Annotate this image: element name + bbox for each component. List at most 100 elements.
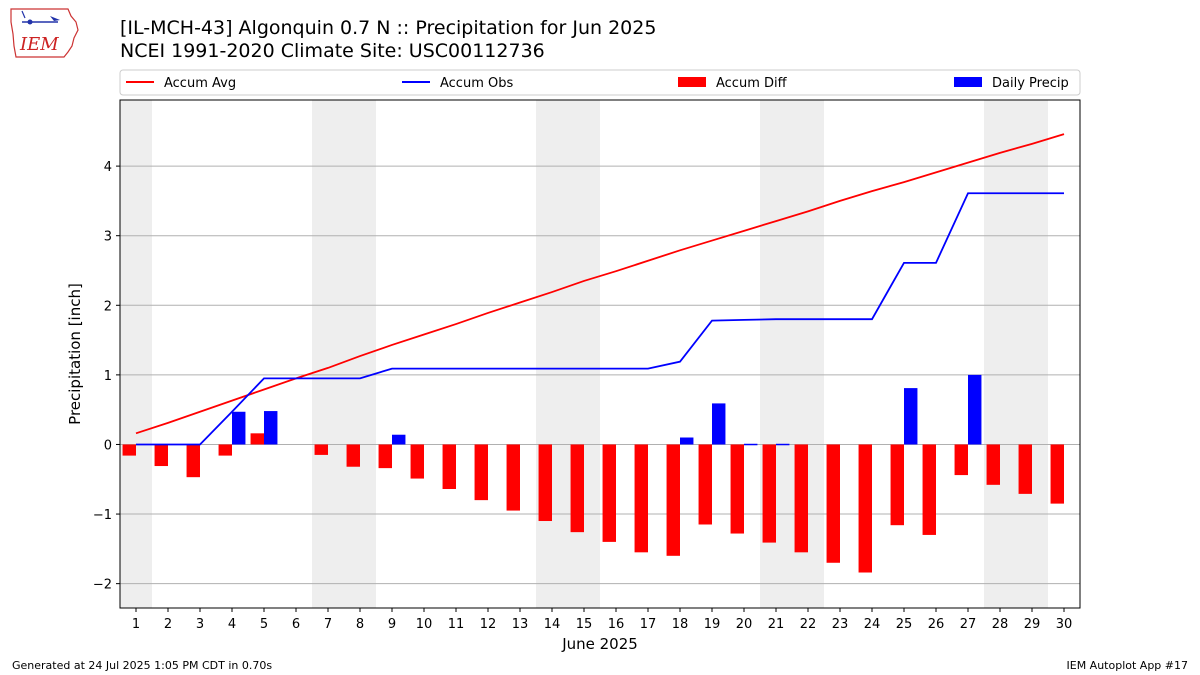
weekend-band bbox=[312, 100, 344, 608]
x-tick-label: 8 bbox=[356, 617, 364, 632]
legend-label: Accum Obs bbox=[440, 76, 513, 91]
weekend-band bbox=[344, 100, 376, 608]
y-axis-label: Precipitation [inch] bbox=[66, 283, 84, 425]
accum-obs-line bbox=[136, 192, 1064, 446]
accum-lines bbox=[135, 133, 1065, 446]
daily-precip-bar bbox=[776, 443, 790, 446]
x-tick-label: 2 bbox=[164, 617, 172, 632]
accum-diff-bar bbox=[122, 444, 136, 456]
x-tick-label: 16 bbox=[608, 617, 625, 632]
accum-diff-bar bbox=[378, 444, 392, 469]
x-tick-label: 27 bbox=[960, 617, 977, 632]
daily-precip-bar bbox=[712, 403, 726, 445]
x-tick-label: 4 bbox=[228, 617, 236, 632]
y-tick-label: 0 bbox=[104, 438, 112, 453]
accum-diff-bar bbox=[794, 444, 808, 553]
legend-label: Accum Diff bbox=[716, 76, 788, 91]
accum-diff-bar bbox=[410, 444, 424, 479]
legend-label: Daily Precip bbox=[992, 76, 1069, 91]
x-tick-label: 11 bbox=[448, 617, 465, 632]
x-tick-label: 6 bbox=[292, 617, 300, 632]
chart-title: [IL-MCH-43] Algonquin 0.7 N :: Precipita… bbox=[120, 17, 657, 39]
weekend-band bbox=[984, 100, 1016, 608]
x-tick-label: 5 bbox=[260, 617, 268, 632]
daily-precip-bar bbox=[264, 411, 278, 445]
x-tick-label: 24 bbox=[864, 617, 881, 632]
accum-diff-bar bbox=[858, 444, 872, 573]
y-tick-label: −1 bbox=[93, 508, 112, 523]
accum-diff-bar bbox=[634, 444, 648, 553]
y-tick-label: 3 bbox=[104, 230, 112, 245]
x-tick-label: 15 bbox=[576, 617, 593, 632]
accum-diff-bar bbox=[506, 444, 520, 511]
accum-diff-bar bbox=[826, 444, 840, 563]
x-tick-label: 19 bbox=[704, 617, 721, 632]
x-axis-ticks: 1 2 3 4 5 6 7 8 9 10 11 12 13 14 15 16 17 18 19 20 21 22 23 24 2… bbox=[132, 608, 1072, 632]
x-tick-label: 25 bbox=[896, 617, 913, 632]
x-tick-label: 10 bbox=[416, 617, 433, 632]
accum-diff-bar bbox=[986, 444, 1000, 485]
accum-diff-bar bbox=[538, 444, 552, 522]
app-footer: IEM Autoplot App #17 bbox=[1066, 659, 1189, 672]
legend-swatch bbox=[954, 77, 982, 87]
accum-diff-bar bbox=[762, 444, 776, 543]
accum-diff-bar bbox=[442, 444, 456, 490]
accum-diff-bar bbox=[730, 444, 744, 534]
y-tick-label: 4 bbox=[104, 160, 112, 175]
accum-diff-bar bbox=[570, 444, 584, 533]
accum-diff-bar bbox=[474, 444, 488, 501]
weekend-band bbox=[120, 100, 152, 608]
logo-text: IEM bbox=[19, 34, 59, 55]
accum-diff-bar bbox=[890, 444, 904, 526]
y-axis-ticks: −2 −1 0 1 2 3 4 bbox=[93, 160, 120, 593]
accum-diff-bar bbox=[602, 444, 616, 542]
legend-swatch bbox=[678, 77, 706, 87]
x-tick-label: 30 bbox=[1056, 617, 1073, 632]
daily-precip-bar bbox=[392, 434, 406, 445]
x-tick-label: 13 bbox=[512, 617, 529, 632]
weekend-band bbox=[536, 100, 568, 608]
daily-precip-bar bbox=[232, 411, 246, 445]
x-tick-label: 26 bbox=[928, 617, 945, 632]
x-tick-label: 7 bbox=[324, 617, 332, 632]
daily-precip-bar bbox=[744, 443, 758, 446]
accum-diff-bar bbox=[314, 444, 328, 455]
x-tick-label: 29 bbox=[1024, 617, 1041, 632]
legend: Accum Avg Accum Obs Accum Diff Daily Precip bbox=[119, 69, 1081, 96]
accum-diff-bar bbox=[346, 444, 360, 467]
x-tick-label: 18 bbox=[672, 617, 689, 632]
grid-lines bbox=[120, 165, 1080, 585]
daily-precip-bars bbox=[232, 374, 982, 446]
accum-diff-bar bbox=[186, 444, 200, 478]
iem-logo: IEM bbox=[10, 8, 79, 58]
chart-subtitle: NCEI 1991-2020 Climate Site: USC00112736 bbox=[120, 40, 545, 62]
accum-diff-bar bbox=[922, 444, 936, 535]
accum-diff-bar bbox=[218, 444, 232, 456]
x-tick-label: 9 bbox=[388, 617, 396, 632]
y-tick-label: 2 bbox=[104, 299, 112, 314]
generated-footer: Generated at 24 Jul 2025 1:05 PM CDT in … bbox=[12, 659, 273, 672]
accum-diff-bar bbox=[698, 444, 712, 525]
x-tick-label: 1 bbox=[132, 617, 140, 632]
x-tick-label: 23 bbox=[832, 617, 849, 632]
y-tick-label: 1 bbox=[104, 369, 112, 384]
weekend-shading bbox=[120, 100, 1048, 608]
x-tick-label: 22 bbox=[800, 617, 817, 632]
x-tick-label: 28 bbox=[992, 617, 1009, 632]
daily-precip-bar bbox=[904, 388, 918, 445]
accum-avg-line bbox=[135, 133, 1065, 435]
legend-label: Accum Avg bbox=[164, 76, 236, 91]
accum-diff-bar bbox=[250, 433, 264, 445]
accum-diff-bars bbox=[122, 433, 1064, 573]
accum-diff-bar bbox=[666, 444, 680, 556]
x-tick-label: 12 bbox=[480, 617, 497, 632]
accum-diff-bar bbox=[154, 444, 168, 467]
accum-diff-bar bbox=[1050, 444, 1064, 504]
accum-diff-bar bbox=[954, 444, 968, 476]
x-tick-label: 14 bbox=[544, 617, 561, 632]
x-tick-label: 3 bbox=[196, 617, 204, 632]
x-axis-label: June 2025 bbox=[561, 635, 638, 653]
daily-precip-bar bbox=[680, 437, 694, 445]
plot-frame bbox=[119, 99, 1081, 609]
